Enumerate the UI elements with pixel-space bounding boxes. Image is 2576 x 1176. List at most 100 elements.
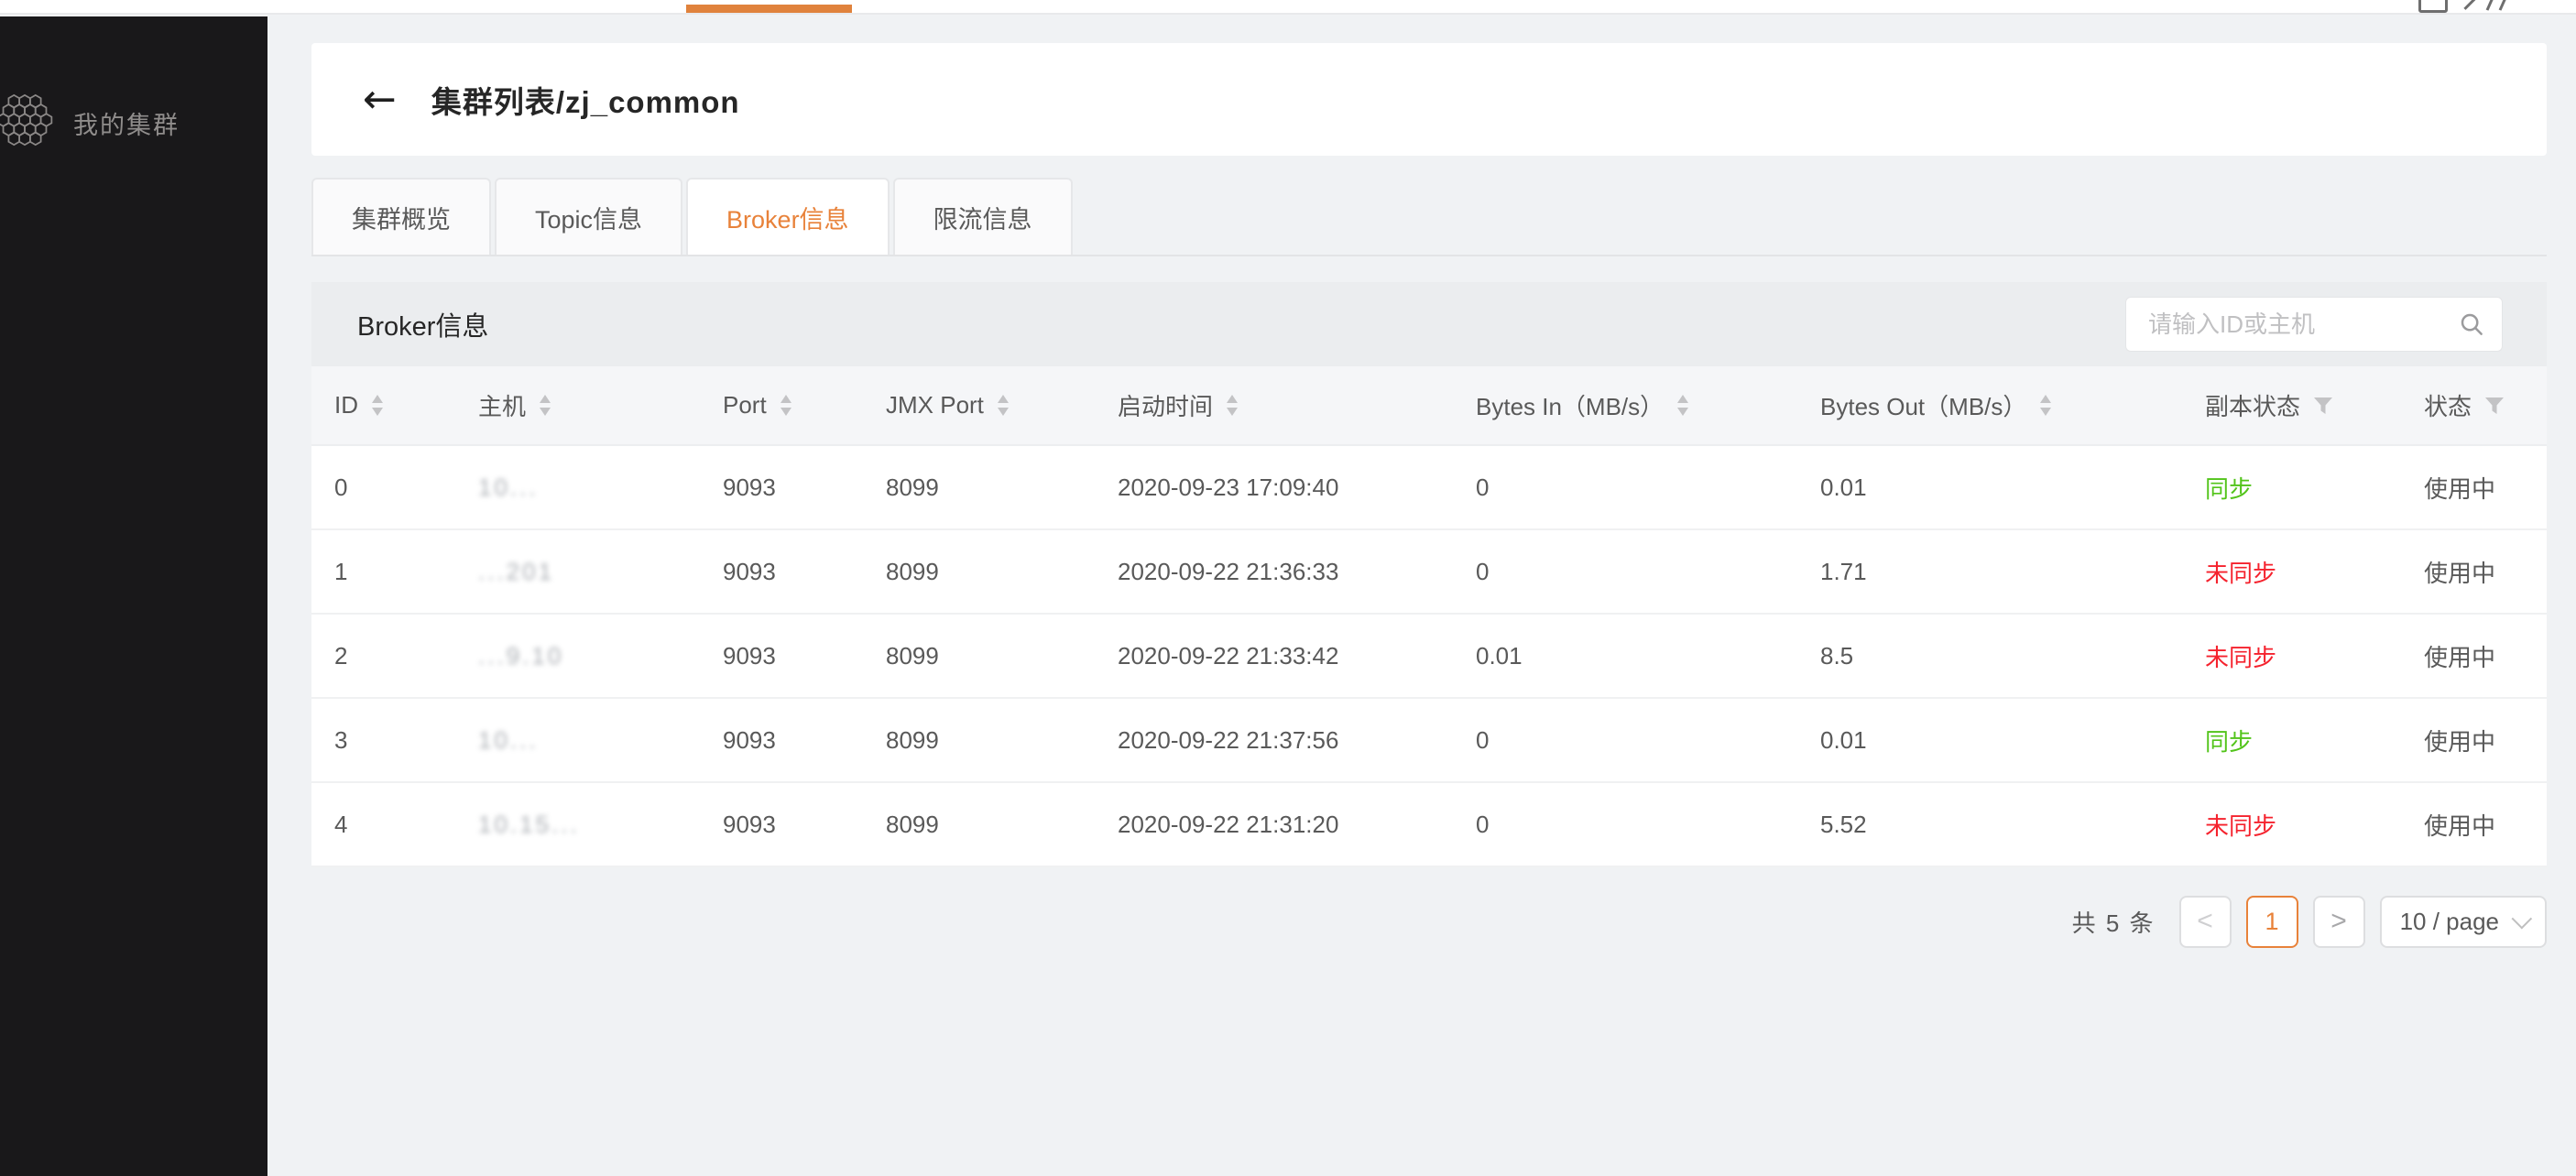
broker-search-input[interactable]: [2146, 309, 2458, 340]
col-header-jmx[interactable]: JMX Port: [863, 366, 1095, 446]
cell-replica-status: 同步: [2182, 698, 2401, 783]
sort-icon[interactable]: [539, 395, 551, 416]
col-header-status[interactable]: 状态: [2401, 366, 2547, 446]
table-header-row: ID 主机 Port JMX Port 启动时间 Bytes In（MB/s） Bytes …: [311, 366, 2547, 446]
filter-icon[interactable]: [2313, 396, 2333, 416]
cell-id: 1: [311, 529, 455, 615]
sort-icon[interactable]: [780, 395, 792, 416]
active-nav-indicator: [686, 5, 852, 13]
col-header-id[interactable]: ID: [311, 366, 455, 446]
page-header-card: ← 集群列表/zj_common: [311, 43, 2547, 156]
broker-row-2: 2 ...9.10 9093 8099 2020-09-22 21:33:42 0.01 8…: [311, 614, 2547, 699]
page-title: 集群列表/zj_common: [431, 84, 740, 119]
chevron-right-icon: >: [2330, 906, 2347, 936]
cell-bytes-in: 0.01: [1453, 614, 1797, 699]
broker-row-4: 4 10.15... 9093 8099 2020-09-22 21:31:20 0 5.5…: [311, 782, 2547, 867]
cell-replica-status: 未同步: [2182, 614, 2401, 699]
cell-bytes-out: 0.01: [1797, 698, 2182, 783]
cell-start-time: 2020-09-22 21:36:33: [1095, 529, 1453, 615]
cell-status: 使用中: [2401, 698, 2547, 783]
cell-start-time: 2020-09-23 17:09:40: [1095, 445, 1453, 530]
cell-bytes-in: 0: [1453, 529, 1797, 615]
col-label: Port: [723, 391, 767, 419]
col-label: Bytes Out（MB/s）: [1820, 393, 2027, 420]
col-header-port[interactable]: Port: [700, 366, 863, 446]
cell-jmx-port: 8099: [863, 614, 1095, 699]
tab-throttle-info[interactable]: 限流信息: [892, 178, 1073, 255]
tab-topic-info[interactable]: Topic信息: [495, 178, 683, 255]
cell-port: 9093: [700, 529, 863, 615]
page-size-label: 10 / page: [2399, 907, 2499, 935]
pagination-page-1[interactable]: 1: [2245, 895, 2298, 948]
col-header-replica[interactable]: 副本状态: [2182, 366, 2401, 446]
cell-id: 4: [311, 782, 455, 867]
cell-jmx-port: 8099: [863, 782, 1095, 867]
col-header-host[interactable]: 主机: [455, 366, 700, 446]
col-label: Bytes In（MB/s）: [1476, 393, 1665, 420]
cell-replica-status: 未同步: [2182, 529, 2401, 615]
cell-id: 3: [311, 698, 455, 783]
clipped-glyph: [2498, 0, 2510, 11]
sort-icon[interactable]: [1226, 395, 1239, 416]
search-icon[interactable]: [2458, 310, 2485, 338]
filter-icon[interactable]: [2484, 396, 2505, 416]
sort-icon[interactable]: [1676, 395, 1689, 416]
broker-search-box[interactable]: [2125, 297, 2503, 352]
broker-row-1: 1 ...201 9093 8099 2020-09-22 21:36:33 0 1.71 未…: [311, 529, 2547, 615]
sort-icon[interactable]: [371, 395, 384, 416]
chevron-down-icon: [2511, 908, 2533, 930]
page-size-select[interactable]: 10 / page: [2379, 895, 2547, 948]
top-nav-bar: [0, 0, 2576, 15]
cell-status: 使用中: [2401, 445, 2547, 530]
col-label: 副本状态: [2205, 393, 2301, 420]
clipped-toolbar-icon: [2418, 0, 2448, 13]
broker-panel-header: Broker信息: [311, 282, 2547, 366]
panel-title: Broker信息: [357, 312, 489, 342]
col-label: 状态: [2424, 393, 2472, 420]
cell-bytes-out: 5.52: [1797, 782, 2182, 867]
cell-host: ...201: [455, 529, 700, 615]
honeycomb-logo-icon: [0, 92, 53, 155]
col-header-start[interactable]: 启动时间: [1095, 366, 1453, 446]
cell-id: 2: [311, 614, 455, 699]
cell-status: 使用中: [2401, 529, 2547, 615]
clipped-chevron-icon: [2453, 0, 2478, 10]
cell-host: 10...: [455, 698, 700, 783]
cell-bytes-in: 0: [1453, 698, 1797, 783]
cell-port: 9093: [700, 445, 863, 530]
cell-replica-status: 同步: [2182, 445, 2401, 530]
col-label: 启动时间: [1118, 393, 1214, 420]
cell-status: 使用中: [2401, 614, 2547, 699]
cell-host: 10...: [455, 445, 700, 530]
clipped-glyph: [2485, 0, 2497, 11]
col-label: JMX Port: [886, 391, 984, 419]
col-header-bytesout[interactable]: Bytes Out（MB/s）: [1797, 366, 2182, 446]
cell-start-time: 2020-09-22 21:37:56: [1095, 698, 1453, 783]
col-label: 主机: [478, 393, 527, 420]
col-header-bytesin[interactable]: Bytes In（MB/s）: [1453, 366, 1797, 446]
sidebar-item-label: 我的集群: [73, 112, 180, 139]
cell-host: 10.15...: [455, 782, 700, 867]
broker-row-3: 3 10... 9093 8099 2020-09-22 21:37:56 0 0.01 同步…: [311, 698, 2547, 783]
pagination: 共 5 条 < 1 > 10 / page: [2072, 895, 2547, 948]
cluster-tabs: 集群概览 Topic信息 Broker信息 限流信息: [311, 178, 2547, 256]
cell-port: 9093: [700, 614, 863, 699]
clipped-topbar-actions[interactable]: [2418, 0, 2519, 13]
cell-bytes-in: 0: [1453, 445, 1797, 530]
pagination-total: 共 5 条: [2071, 909, 2156, 937]
sidebar-item-my-clusters[interactable]: 我的集群: [0, 92, 267, 155]
pagination-prev-button[interactable]: <: [2178, 895, 2232, 948]
cell-start-time: 2020-09-22 21:33:42: [1095, 614, 1453, 699]
tab-cluster-overview[interactable]: 集群概览: [311, 178, 491, 255]
cell-bytes-out: 0.01: [1797, 445, 2182, 530]
pagination-next-button[interactable]: >: [2312, 895, 2365, 948]
sort-icon[interactable]: [2039, 395, 2052, 416]
sort-icon[interactable]: [997, 395, 1010, 416]
back-arrow-button[interactable]: ←: [363, 75, 397, 123]
tab-broker-info[interactable]: Broker信息: [686, 178, 890, 255]
cell-host: ...9.10: [455, 614, 700, 699]
chevron-left-icon: <: [2197, 906, 2213, 936]
cell-replica-status: 未同步: [2182, 782, 2401, 867]
cell-jmx-port: 8099: [863, 529, 1095, 615]
cell-port: 9093: [700, 698, 863, 783]
